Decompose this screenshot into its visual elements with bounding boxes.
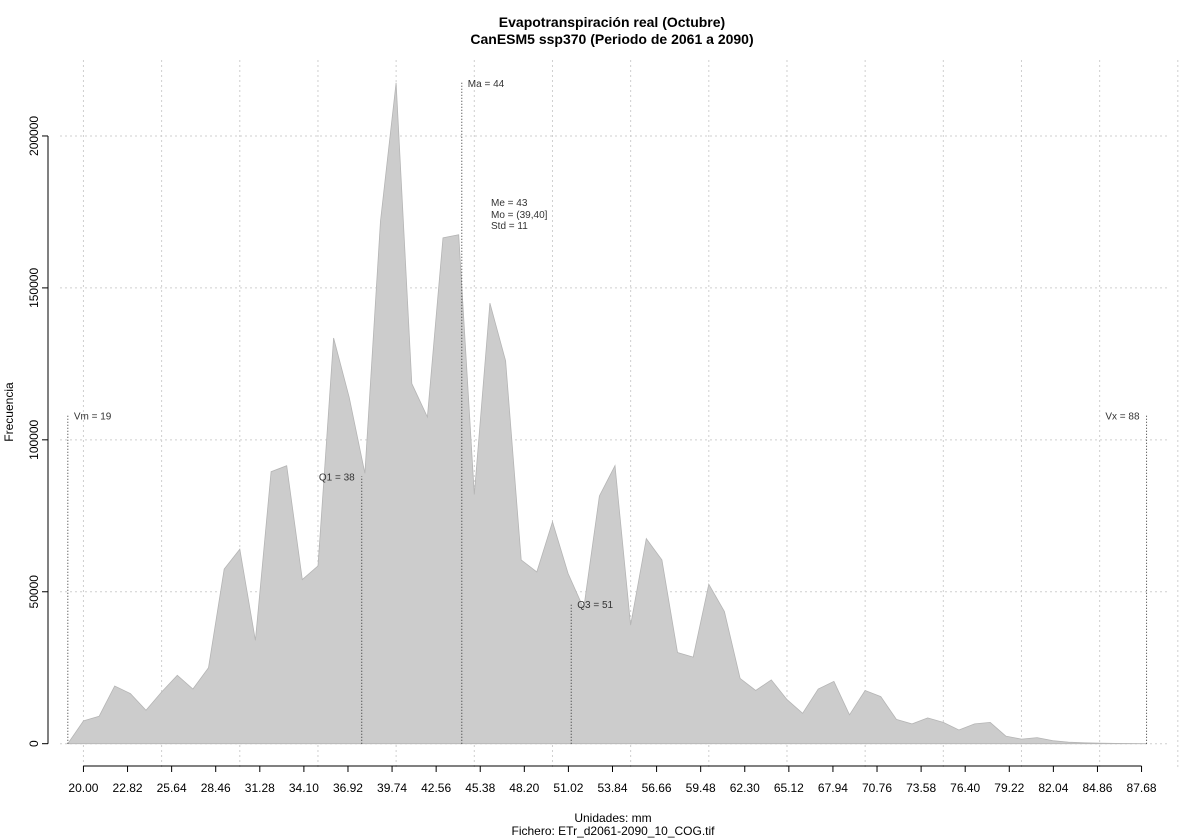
x-tick-label: 79.22 — [994, 781, 1024, 795]
x-tick-label: 31.28 — [245, 781, 275, 795]
x-tick-label: 48.20 — [509, 781, 539, 795]
file-label: Fichero: ETr_d2061-2090_10_COG.tif — [512, 824, 716, 838]
x-tick-label: 65.12 — [774, 781, 804, 795]
x-tick-label: 22.82 — [113, 781, 143, 795]
chart-subtitle: CanESM5 ssp370 (Periodo de 2061 a 2090) — [470, 31, 753, 47]
area-series — [67, 82, 1147, 745]
x-tick-label: 73.58 — [906, 781, 936, 795]
x-tick-label: 42.56 — [421, 781, 451, 795]
marker-label: Q3 = 51 — [577, 600, 613, 611]
x-tick-label: 62.30 — [730, 781, 760, 795]
marker-label: Q1 = 38 — [319, 472, 355, 483]
y-tick-label: 150000 — [27, 268, 41, 308]
x-tick-label: 53.84 — [597, 781, 627, 795]
statistic-markers: Vm = 19 Q1 = 38 Ma = 44 Q3 = 51 Vx = 88 — [67, 79, 1148, 744]
x-tick-label: 28.46 — [201, 781, 231, 795]
x-tick-label: 20.00 — [68, 781, 98, 795]
y-tick-label: 50000 — [27, 575, 41, 609]
y-tick-label: 100000 — [27, 419, 41, 459]
x-tick-label: 70.76 — [862, 781, 892, 795]
x-tick-label: 34.10 — [289, 781, 319, 795]
x-tick-label: 39.74 — [377, 781, 407, 795]
stats-box: Me = 43 Mo = (39,40] Std = 11 — [491, 198, 548, 232]
marker-label: Ma = 44 — [468, 79, 505, 90]
chart-title: Evapotranspiración real (Octubre) — [499, 14, 725, 30]
x-tick-label: 36.92 — [333, 781, 363, 795]
x-tick-label: 45.38 — [465, 781, 495, 795]
y-tick-label: 200000 — [27, 116, 41, 156]
x-tick-label: 67.94 — [818, 781, 848, 795]
y-tick-label: 0 — [27, 740, 41, 747]
y-axis-label: Frecuencia — [2, 382, 16, 442]
x-tick-label: 59.48 — [686, 781, 716, 795]
x-tick-label: 84.86 — [1082, 781, 1112, 795]
x-tick-label: 76.40 — [950, 781, 980, 795]
x-tick-label: 25.64 — [157, 781, 187, 795]
marker-label: Vm = 19 — [74, 412, 112, 423]
x-tick-label: 82.04 — [1038, 781, 1068, 795]
x-axis-label: Unidades: mm — [574, 811, 651, 825]
stat-median: Me = 43 — [491, 198, 528, 209]
marker-label: Vx = 88 — [1105, 412, 1140, 423]
axes: 0 50000 100000 150000 200000 20.00 22.82 25.64 2… — [27, 116, 1157, 795]
stat-mode: Mo = (39,40] — [491, 210, 548, 221]
stat-std: Std = 11 — [491, 221, 528, 232]
x-tick-label: 51.02 — [553, 781, 583, 795]
x-tick-label: 87.68 — [1127, 781, 1157, 795]
frequency-area — [67, 82, 1147, 745]
x-tick-label: 56.66 — [642, 781, 672, 795]
